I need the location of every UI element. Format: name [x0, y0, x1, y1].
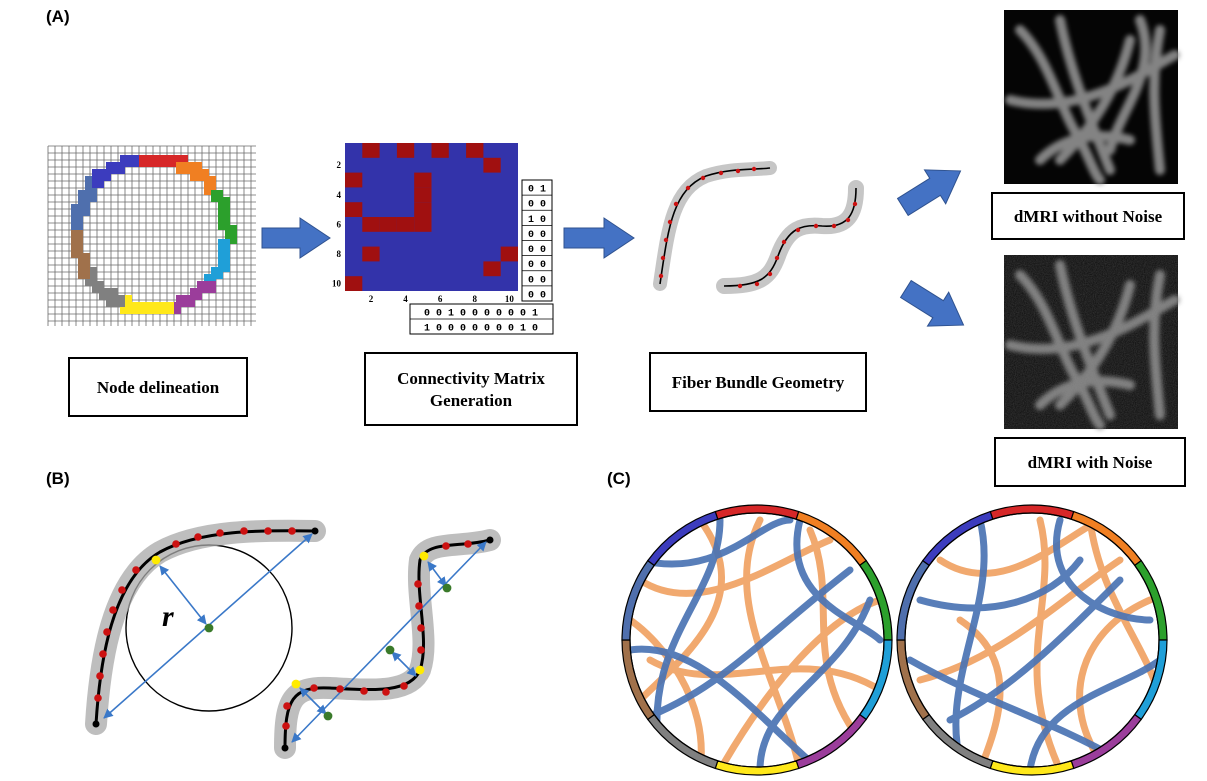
box-fiber-geometry: Fiber Bundle Geometry [649, 352, 867, 412]
binary-bottom-row: 0 0 1 0 0 0 0 0 0 1 [424, 309, 538, 320]
matrix-y-tick: 6 [337, 219, 342, 229]
dmri-without-noise-label: dMRI without Noise [1014, 207, 1163, 226]
fiber-geometry-label: Fiber Bundle Geometry [672, 373, 845, 392]
matrix-y-tick: 10 [332, 279, 342, 289]
matrix-cell [345, 276, 363, 291]
matrix-cell [414, 172, 432, 188]
node-pixel [127, 155, 139, 167]
node-ring [71, 155, 237, 314]
pipeline-arrows [261, 169, 965, 327]
binary-column: 0 1 0 0 1 0 0 0 0 0 0 0 0 0 0 0 [521, 179, 553, 302]
arrow-to-dmri-noisy [899, 279, 965, 327]
panel-label-b: (B) [46, 469, 70, 488]
binary-column-row: 0 0 [528, 290, 546, 301]
connectivity-label-line1: Connectivity Matrix [397, 369, 545, 388]
matrix-y-tick: 8 [337, 249, 342, 259]
matrix-x-tick: 8 [473, 294, 478, 304]
matrix-cell [379, 217, 397, 232]
matrix-cell [396, 217, 415, 232]
panel-label-c: (C) [607, 469, 631, 488]
matrix-y-tick: 2 [337, 160, 342, 170]
dmri-image-noisy [1004, 255, 1180, 430]
arrow-grid-to-matrix [261, 217, 331, 259]
matrix-cell [466, 143, 484, 158]
box-node-delineation: Node delineation [68, 357, 248, 417]
box-dmri-without-noise: dMRI without Noise [991, 192, 1185, 240]
matrix-x-tick: 4 [403, 294, 408, 304]
arrow-to-dmri-clean [896, 169, 962, 217]
binary-column-row: 0 0 [528, 230, 546, 241]
binary-column-row: 1 0 [528, 215, 546, 226]
binary-column-row: 0 0 [528, 275, 546, 286]
binary-column-row: 0 1 [528, 185, 546, 196]
matrix-cell [431, 143, 449, 158]
binary-bottom-row: 1 0 0 0 0 0 0 0 1 0 [424, 324, 538, 335]
matrix-x-tick: 10 [505, 294, 515, 304]
binary-column-row: 0 0 [528, 200, 546, 211]
matrix-cell [345, 202, 363, 217]
matrix-x-tick: 6 [438, 294, 443, 304]
matrix-cell [500, 246, 518, 262]
box-connectivity-matrix: Connectivity Matrix Generation [364, 352, 578, 426]
matrix-cell [483, 157, 501, 173]
box-dmri-with-noise: dMRI with Noise [994, 437, 1186, 487]
matrix-cell [362, 246, 380, 262]
connectome-circle-2 [896, 504, 1168, 776]
panel-b-geometry: r [85, 519, 501, 759]
matrix-cell [345, 172, 363, 188]
matrix-cell [396, 143, 415, 158]
fiber-geometry-small [653, 161, 864, 294]
matrix-x-tick: 2 [369, 294, 374, 304]
dmri-image-clean [1004, 10, 1180, 185]
matrix-cell [362, 217, 380, 232]
radius-label: r [162, 600, 174, 633]
panel-label-a: (A) [46, 7, 70, 26]
node-delineation-label: Node delineation [97, 378, 220, 397]
binary-column-row: 0 0 [528, 260, 546, 271]
connectivity-matrix: 2 4 6 8 10 2 4 6 8 10 0 1 0 0 1 0 0 0 0 0 0 0 0 0 0 0 0… [332, 143, 554, 335]
matrix-y-tick: 4 [337, 190, 342, 200]
connectivity-label-line2: Generation [430, 391, 513, 410]
binary-column-row: 0 0 [528, 245, 546, 256]
node-grid [47, 145, 256, 326]
node-ring-c1 [621, 504, 893, 776]
dmri-with-noise-label: dMRI with Noise [1028, 453, 1153, 472]
arrow-matrix-to-fiber [563, 217, 635, 259]
matrix-cell [414, 217, 432, 232]
matrix-cell [483, 261, 501, 277]
binary-bottom-rows: 0 0 1 0 0 0 0 0 0 1 1 0 0 0 0 0 0 0 1 0 [409, 303, 554, 335]
matrix-cell [414, 187, 432, 203]
connectome-circle-1 [621, 504, 893, 776]
matrix-cell [362, 143, 380, 158]
node-ring-c2 [896, 504, 1168, 776]
matrix-cell [414, 202, 432, 217]
